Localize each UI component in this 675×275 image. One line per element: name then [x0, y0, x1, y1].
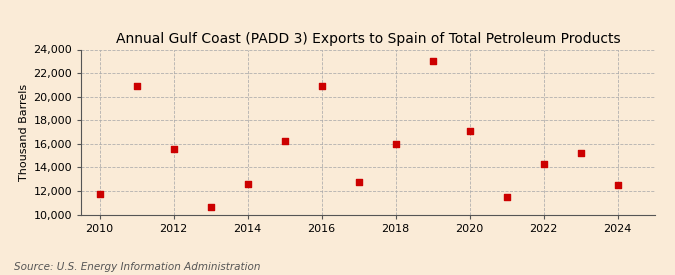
Point [279, 139, 290, 144]
Title: Annual Gulf Coast (PADD 3) Exports to Spain of Total Petroleum Products: Annual Gulf Coast (PADD 3) Exports to Sp… [115, 32, 620, 46]
Point [131, 84, 142, 88]
Point [575, 151, 586, 155]
Point [538, 162, 549, 166]
Point [205, 205, 216, 210]
Point [242, 182, 253, 186]
Point [612, 183, 623, 187]
Point [427, 59, 438, 64]
Point [390, 142, 401, 146]
Point [168, 146, 179, 151]
Point [316, 84, 327, 88]
Y-axis label: Thousand Barrels: Thousand Barrels [19, 83, 29, 181]
Point [502, 195, 512, 199]
Point [464, 129, 475, 133]
Point [94, 192, 105, 197]
Text: Source: U.S. Energy Information Administration: Source: U.S. Energy Information Administ… [14, 262, 260, 272]
Point [353, 179, 364, 184]
